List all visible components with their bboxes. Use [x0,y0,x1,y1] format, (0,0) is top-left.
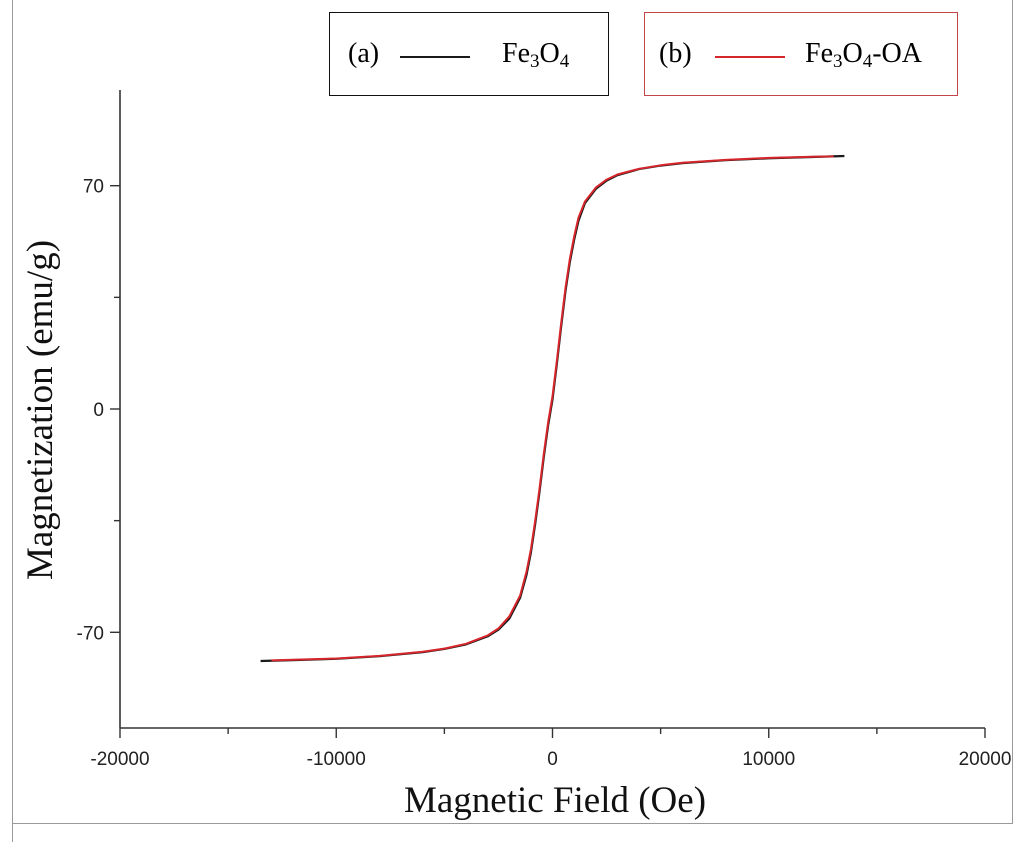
legend-a-line-swatch [400,56,470,58]
legend-b-tag: (b) [659,38,692,69]
series-line-fe3o4-oa [271,155,834,662]
legend-entry-b: (b) Fe3O4-OA [644,12,958,96]
left-frame-border [12,0,13,842]
bottom-frame-border [12,823,1012,824]
x-tick-label: -10000 [307,749,366,770]
right-frame-border [1012,0,1013,824]
y-tick-label: 70 [83,177,104,198]
y-axis-title: Magnetization (emu/g) [20,240,61,580]
series-line-fe3o4 [260,154,845,663]
y-tick-label: -70 [77,623,104,644]
axes: -20000 -10000 0 10000 20000 -70 0 70 [77,90,1012,770]
x-tick-label: -20000 [90,749,149,770]
legend-a-tag: (a) [348,38,380,69]
x-tick-label: 20000 [959,749,1012,770]
x-tick-label: 0 [547,749,558,770]
series-layer [260,154,845,663]
x-axis-title: Magnetic Field (Oe) [404,780,706,821]
legend-b-label: Fe3O4-OA [805,38,922,72]
legend-entry-a: (a) Fe3O4 [329,12,609,96]
legend-a-label: Fe3O4 [502,38,570,72]
legend-b-line-swatch [715,56,785,58]
y-tick-label: 0 [93,400,104,421]
x-tick-label: 10000 [742,749,795,770]
